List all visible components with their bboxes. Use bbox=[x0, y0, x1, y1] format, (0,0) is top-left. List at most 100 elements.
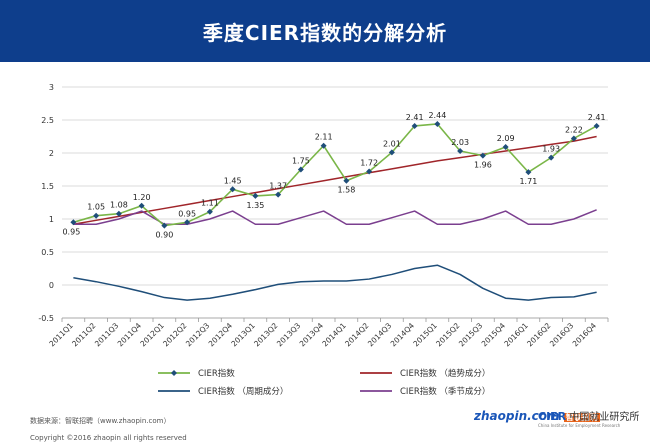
header-banner: 季度CIER指数的分解分析 bbox=[0, 0, 650, 62]
y-tick-label: 3 bbox=[49, 83, 54, 92]
x-tick-label: 2011Q4 bbox=[116, 321, 144, 349]
x-tick-label: 2012Q4 bbox=[207, 321, 235, 349]
legend-label: CIER指数 （周期成分） bbox=[198, 386, 288, 397]
y-tick-label: 0.5 bbox=[41, 248, 54, 257]
y-tick-label: 2 bbox=[49, 149, 54, 158]
data-point-marker bbox=[343, 177, 350, 184]
data-point-marker bbox=[70, 219, 77, 226]
x-tick-label: 2012Q3 bbox=[184, 321, 212, 349]
data-point-marker bbox=[570, 135, 577, 142]
copyright-note: Copyright ©2016 zhaopin all rights reser… bbox=[30, 434, 187, 442]
data-label: 2.09 bbox=[497, 134, 515, 143]
data-point-marker bbox=[229, 186, 236, 193]
x-tick-label: 2016Q2 bbox=[525, 321, 553, 349]
data-point-marker bbox=[297, 166, 304, 173]
x-tick-label: 2014Q3 bbox=[366, 321, 394, 349]
y-tick-label: -0.5 bbox=[38, 314, 54, 323]
cier-logo-cn: 中国就业研究所 bbox=[569, 412, 640, 423]
data-point-marker bbox=[320, 142, 327, 149]
cier-decomposition-chart: -0.5 0 0.5 1 1.5 2 2.5 3 2011Q12011Q22011Q32011Q… bbox=[38, 83, 609, 397]
x-tick-label: 2015Q3 bbox=[457, 321, 485, 349]
legend-label: CIER指数 （趋势成分） bbox=[400, 368, 490, 379]
data-label: 1.71 bbox=[519, 177, 537, 186]
data-label: 2.11 bbox=[315, 133, 333, 142]
data-source-note: 数据来源：智联招聘（www.zhaopin.com） bbox=[30, 417, 171, 425]
data-label: 2.41 bbox=[406, 113, 424, 122]
y-tick-label: 0 bbox=[49, 281, 54, 290]
x-tick-label: 2014Q1 bbox=[320, 321, 348, 349]
data-point-marker bbox=[206, 208, 213, 215]
data-point-marker bbox=[93, 212, 100, 219]
data-point-marker bbox=[525, 169, 532, 176]
data-label: 1.96 bbox=[474, 161, 492, 170]
x-tick-label: 2013Q1 bbox=[229, 321, 257, 349]
y-tick-label: 1.5 bbox=[41, 182, 54, 191]
series-line bbox=[73, 209, 597, 226]
data-point-marker bbox=[593, 122, 600, 129]
zhaopin-logo-text: zhaopin.com bbox=[474, 409, 560, 423]
data-point-marker bbox=[479, 152, 486, 159]
series-line bbox=[73, 264, 597, 301]
data-point-marker bbox=[275, 191, 282, 198]
series-line bbox=[73, 123, 598, 227]
x-tick-label: 2012Q2 bbox=[161, 321, 189, 349]
data-point-marker bbox=[457, 148, 464, 155]
data-label: 2.22 bbox=[565, 125, 583, 134]
data-label: 1.35 bbox=[246, 201, 264, 210]
cier-logo-en: China Institute for Employment Research bbox=[538, 423, 621, 428]
data-point-marker bbox=[388, 149, 395, 156]
y-tick-label: 1 bbox=[49, 215, 54, 224]
data-point-marker bbox=[115, 210, 122, 217]
zhaopin-logo: zhaopin.com 智联招聘 bbox=[474, 409, 600, 423]
data-point-marker bbox=[138, 202, 145, 209]
data-point-marker bbox=[411, 122, 418, 129]
x-tick-label: 2016Q3 bbox=[548, 321, 576, 349]
x-tick-label: 2016Q1 bbox=[502, 321, 530, 349]
x-tick-label: 2016Q4 bbox=[571, 321, 599, 349]
x-tick-label: 2015Q4 bbox=[480, 321, 508, 349]
legend-label: CIER指数 （季节成分） bbox=[400, 386, 490, 397]
x-tick-label: 2012Q1 bbox=[138, 321, 166, 349]
data-label: 0.95 bbox=[62, 227, 80, 236]
y-tick-label: 2.5 bbox=[41, 116, 54, 125]
x-tick-label: 2013Q4 bbox=[298, 321, 326, 349]
legend-marker bbox=[171, 370, 177, 376]
data-point-marker bbox=[434, 120, 441, 127]
legend-label: CIER指数 bbox=[198, 368, 235, 379]
x-tick-label: 2013Q2 bbox=[252, 321, 280, 349]
x-tick-label: 2011Q2 bbox=[70, 321, 98, 349]
cier-logo: CIER 中国就业研究所 China Institute for Employm… bbox=[538, 408, 639, 428]
data-label: 2.03 bbox=[451, 138, 469, 147]
data-label: 1.11 bbox=[201, 199, 219, 208]
data-point-marker bbox=[548, 154, 555, 161]
data-label: 1.72 bbox=[360, 158, 378, 167]
data-point-marker bbox=[366, 168, 373, 175]
series-line bbox=[73, 135, 597, 226]
data-label: 1.37 bbox=[269, 182, 287, 191]
zhaopin-logo-cn: 智联招聘 bbox=[563, 413, 600, 422]
x-tick-label: 2014Q4 bbox=[389, 321, 417, 349]
x-tick-label: 2015Q1 bbox=[411, 321, 439, 349]
data-point-marker bbox=[184, 219, 191, 226]
x-tick-label: 2013Q3 bbox=[275, 321, 303, 349]
data-label: 1.75 bbox=[292, 157, 310, 166]
x-tick-label: 2015Q2 bbox=[434, 321, 462, 349]
x-tick-label: 2014Q2 bbox=[343, 321, 371, 349]
data-label: 2.44 bbox=[428, 111, 446, 120]
data-label: 1.08 bbox=[110, 201, 128, 210]
data-point-marker bbox=[161, 222, 168, 229]
page-title: 季度CIER指数的分解分析 bbox=[202, 20, 448, 45]
data-point-marker bbox=[502, 144, 509, 151]
data-label: 1.20 bbox=[133, 193, 151, 202]
data-label: 1.05 bbox=[87, 203, 105, 212]
cier-logo-brand: CIER bbox=[538, 410, 567, 423]
data-label: 1.58 bbox=[337, 186, 355, 195]
data-label: 0.90 bbox=[155, 231, 173, 240]
x-tick-label: 2011Q1 bbox=[47, 321, 75, 349]
x-tick-label: 2011Q3 bbox=[93, 321, 121, 349]
data-label: 0.95 bbox=[178, 209, 196, 218]
data-label: 1.45 bbox=[224, 176, 242, 185]
data-label: 2.41 bbox=[588, 113, 606, 122]
data-label: 1.93 bbox=[542, 145, 560, 154]
data-point-marker bbox=[252, 192, 259, 199]
